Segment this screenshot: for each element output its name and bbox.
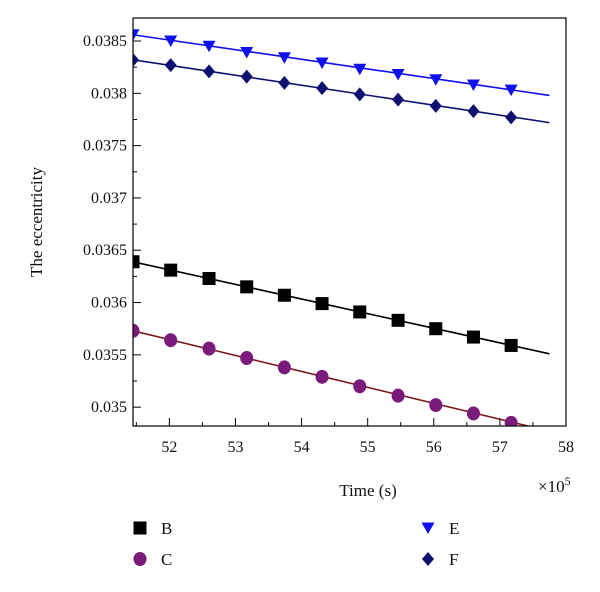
series-b-point	[391, 313, 405, 327]
legend-marker-c	[133, 552, 147, 566]
y-tick-label: 0.0355	[83, 347, 127, 364]
series-e-point	[353, 63, 367, 76]
legend-item-e: E	[421, 519, 459, 538]
x-tick-label: 54	[294, 439, 310, 456]
legend-label-e: E	[449, 519, 459, 538]
series-c-fit-line	[133, 330, 532, 426]
series-c	[133, 323, 532, 426]
series-e-point	[277, 52, 291, 64]
series-e-point	[429, 74, 443, 86]
series-e-point	[202, 40, 216, 53]
series-b-point	[202, 271, 216, 285]
series-e-point	[133, 29, 140, 41]
series-f-point	[278, 75, 291, 90]
series-c-point	[466, 406, 480, 421]
series-e	[133, 29, 550, 97]
series-b-point	[315, 297, 329, 311]
series-e-point	[466, 79, 480, 91]
legend-marker-b	[133, 521, 147, 535]
x-axis-multiplier: ×105	[538, 474, 571, 496]
series-b-point	[504, 338, 518, 352]
x-tick-label: 55	[360, 439, 376, 456]
y-axis-title: The eccentricity	[27, 167, 46, 277]
x-multiplier-base: ×10	[538, 477, 565, 496]
y-tick-label: 0.035	[91, 399, 127, 416]
series-f-point	[240, 69, 253, 84]
x-axis-title: Time (s)	[339, 481, 396, 500]
series-f-point	[353, 87, 366, 102]
legend-marker-f	[422, 552, 434, 566]
series-layer	[133, 29, 550, 426]
series-b-fit-line	[133, 260, 550, 355]
y-tick-label: 0.037	[91, 190, 127, 207]
y-tick-label: 0.0365	[83, 242, 127, 259]
series-c-point	[277, 360, 291, 375]
series-f-point	[133, 52, 139, 67]
axes-ticks	[133, 40, 567, 426]
series-c-point	[353, 379, 367, 394]
series-f	[133, 52, 550, 125]
series-b-point	[133, 255, 140, 269]
series-f-fit-line	[133, 59, 550, 124]
series-b-point	[353, 305, 367, 319]
x-tick-label: 58	[558, 439, 574, 456]
series-e-point	[164, 35, 178, 48]
series-b-point	[240, 280, 254, 294]
y-tick-label: 0.038	[91, 85, 127, 102]
series-c-point	[429, 398, 443, 413]
series-f-point	[392, 92, 405, 107]
series-e-point	[504, 84, 518, 97]
legend: BC EF	[133, 519, 459, 569]
legend-label-f: F	[449, 550, 458, 569]
series-c-point	[202, 341, 216, 356]
series-c-point	[240, 351, 254, 365]
tick-labels: 52 53 54 55 56 57 58 0.035 0.0355 0.036 0.0365 0.03…	[83, 33, 574, 456]
x-tick-label: 52	[161, 439, 177, 456]
series-c-point	[133, 323, 140, 338]
series-f-point	[505, 110, 518, 125]
x-tick-label: 53	[227, 439, 243, 456]
series-f-point	[316, 81, 329, 96]
series-b-point	[429, 322, 443, 336]
legend-label-b: B	[161, 519, 172, 538]
legend-item-f: F	[422, 550, 458, 569]
series-e-point	[391, 68, 405, 81]
series-f-point	[429, 98, 442, 113]
legend-item-c: C	[133, 550, 172, 569]
series-e-point	[315, 57, 329, 69]
y-tick-label: 0.036	[91, 295, 127, 312]
series-b-point	[277, 288, 291, 302]
x-multiplier-exponent: 5	[565, 474, 571, 488]
series-e-fit-line	[133, 33, 550, 97]
legend-label-c: C	[161, 550, 172, 569]
x-tick-label: 56	[426, 439, 442, 456]
series-b-point	[164, 263, 178, 277]
x-tick-label: 57	[492, 439, 508, 456]
series-f-point	[203, 64, 216, 79]
series-e-point	[240, 47, 254, 59]
y-tick-label: 0.0375	[83, 138, 127, 155]
legend-item-b: B	[133, 519, 172, 538]
series-c-point	[315, 369, 329, 384]
legend-marker-e	[421, 522, 435, 534]
series-c-point	[164, 333, 178, 348]
series-f-point	[164, 58, 177, 73]
series-c-point	[504, 415, 518, 426]
y-tick-label: 0.0385	[83, 33, 127, 50]
series-c-point	[391, 388, 405, 403]
plot-frame	[132, 17, 567, 427]
series-b	[133, 255, 550, 355]
series-f-point	[467, 104, 480, 119]
series-b-point	[466, 330, 480, 344]
